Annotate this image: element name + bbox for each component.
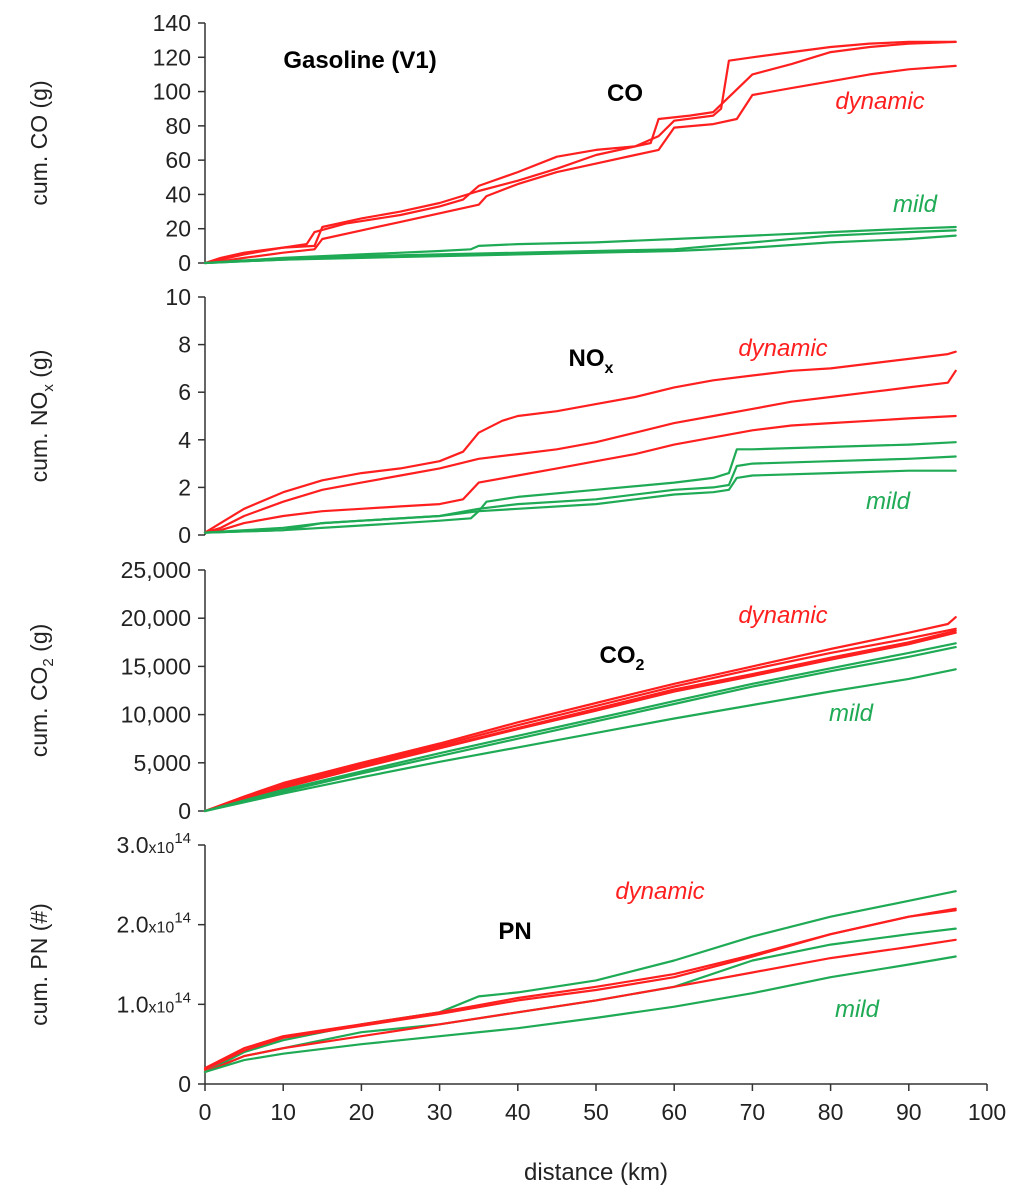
figure-title: Gasoline (V1) xyxy=(283,47,436,74)
panel-title: CO2 xyxy=(600,642,645,674)
y-tick-label: 120 xyxy=(153,44,191,70)
y-tick-label: 10 xyxy=(165,284,191,310)
y-tick-label: 5,000 xyxy=(133,750,191,776)
series-dynamic-4 xyxy=(203,631,957,813)
y-axis-label: cum. CO2 (g) xyxy=(26,624,57,758)
y-tick-label: 10,000 xyxy=(121,702,191,728)
panel-1: 0 20 40 60 80 100 120 140 cum. CO (g) CO dynamic mi… xyxy=(26,10,957,276)
panel-title: NOx xyxy=(569,345,614,377)
mild-label: mild xyxy=(893,191,938,218)
series-dynamic-5 xyxy=(203,938,957,1074)
series-dynamic-3 xyxy=(203,64,957,265)
series-mild-6 xyxy=(203,469,957,534)
x-tick-label: 30 xyxy=(427,1099,453,1125)
y-tick-label: 60 xyxy=(165,147,191,173)
series-dynamic-1 xyxy=(203,350,957,534)
series-mild-5 xyxy=(203,229,957,265)
dynamic-label: dynamic xyxy=(738,335,827,362)
series-dynamic-2 xyxy=(203,369,957,534)
series-dynamic-2 xyxy=(203,907,957,1070)
series-dynamic-2 xyxy=(203,40,957,265)
y-tick-label: 0 xyxy=(178,250,191,276)
y-axis-label: cum. NOx (g) xyxy=(26,350,57,483)
series-mild-4 xyxy=(203,225,957,265)
series-dynamic-1 xyxy=(203,616,957,813)
x-axis-label: distance (km) xyxy=(524,1159,668,1186)
dynamic-label: dynamic xyxy=(835,88,924,115)
y-tick-label: 0 xyxy=(178,1071,191,1097)
panel-2: 0 2 4 6 8 10 cum. NOx (g) NOx dynamic mild xyxy=(26,284,957,548)
y-tick-label: 1.0x1014 xyxy=(117,989,191,1017)
y-tick-label: 0 xyxy=(178,522,191,548)
mild-label: mild xyxy=(835,996,880,1023)
y-axis-label: cum. CO (g) xyxy=(26,80,52,205)
y-tick-label: 25,000 xyxy=(121,557,191,583)
series-mild-5 xyxy=(203,642,957,813)
y-tick-label: 100 xyxy=(153,79,191,105)
panel-3: 0 5,000 10,000 15,000 20,000 25,000 cum. CO2 (… xyxy=(26,557,957,824)
y-tick-label: 6 xyxy=(178,379,191,405)
series-mild-6 xyxy=(203,646,957,813)
y-tick-label: 20,000 xyxy=(121,605,191,631)
dynamic-label: dynamic xyxy=(738,602,827,629)
series-mild-6 xyxy=(203,955,957,1074)
dynamic-label: dynamic xyxy=(615,878,704,905)
mild-label: mild xyxy=(866,488,911,515)
x-tick-label: 60 xyxy=(661,1099,687,1125)
x-tick-label: 80 xyxy=(818,1099,844,1125)
x-tick-label: 50 xyxy=(583,1099,609,1125)
x-tick-label: 20 xyxy=(349,1099,375,1125)
x-tick-label: 100 xyxy=(968,1099,1006,1125)
series-dynamic-2 xyxy=(203,627,957,813)
mild-label: mild xyxy=(829,700,874,727)
panel-4: 0 1.0x1014 2.0x1014 3.0x1014 cum. PN (#) PN dy… xyxy=(26,830,1006,1186)
series-mild-6 xyxy=(203,234,957,265)
y-tick-label: 8 xyxy=(178,332,191,358)
series-mild-5 xyxy=(203,455,957,534)
series-dynamic-3 xyxy=(203,414,957,534)
series-mild-7 xyxy=(203,668,957,813)
y-tick-label: 40 xyxy=(165,181,191,207)
x-tick-label: 10 xyxy=(270,1099,296,1125)
series-dynamic-1 xyxy=(203,40,957,265)
x-tick-label: 70 xyxy=(740,1099,766,1125)
y-tick-label: 0 xyxy=(178,798,191,824)
x-tick-label: 90 xyxy=(896,1099,922,1125)
y-axis-label: cum. PN (#) xyxy=(26,903,52,1026)
y-tick-label: 140 xyxy=(153,10,191,36)
panel-title: PN xyxy=(498,918,531,945)
y-tick-label: 15,000 xyxy=(121,653,191,679)
y-tick-label: 4 xyxy=(178,427,191,453)
series-mild-1 xyxy=(203,890,957,1074)
series-dynamic-3 xyxy=(203,909,957,1071)
series-mild-4 xyxy=(203,441,957,534)
y-tick-label: 3.0x1014 xyxy=(117,830,191,858)
x-tick-label: 0 xyxy=(199,1099,212,1125)
y-tick-label: 20 xyxy=(165,216,191,242)
panel-title: CO xyxy=(607,80,643,107)
x-tick-label: 40 xyxy=(505,1099,531,1125)
y-tick-label: 80 xyxy=(165,113,191,139)
y-tick-label: 2 xyxy=(178,474,191,500)
y-tick-label: 2.0x1014 xyxy=(117,910,191,938)
